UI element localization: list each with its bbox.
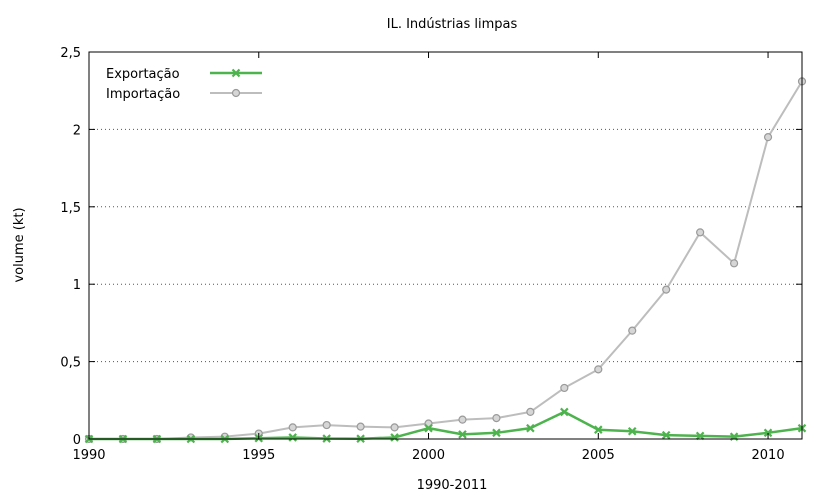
- data-point-importacao: [628, 326, 637, 335]
- data-point-importacao: [288, 423, 297, 432]
- data-point-exportacao: [492, 428, 501, 438]
- series-line-importacao: [89, 80, 803, 440]
- data-point-importacao: [594, 365, 603, 374]
- x-tick-label: 2005: [582, 448, 615, 463]
- data-point-exportacao: [458, 430, 467, 439]
- data-point-importacao: [662, 285, 671, 294]
- data-point-exportacao: [695, 431, 705, 441]
- data-point-exportacao: [390, 433, 399, 442]
- data-point-exportacao: [594, 425, 603, 434]
- series-exportacao: [84, 407, 807, 444]
- data-point-importacao: [492, 414, 501, 423]
- data-point-exportacao: [763, 428, 773, 438]
- legend: Exportação Importação: [106, 67, 262, 102]
- y-tick-label: 0,5: [60, 356, 81, 371]
- data-point-importacao: [458, 415, 467, 424]
- y-tick-label: 2,5: [60, 46, 81, 61]
- data-point-exportacao: [288, 433, 297, 442]
- legend-label: Importação: [106, 87, 180, 102]
- series-line-exportacao: [89, 410, 803, 441]
- y-tick-label: 0: [73, 433, 81, 448]
- data-point-importacao: [322, 420, 331, 430]
- data-point-importacao: [356, 422, 365, 431]
- data-point-importacao: [696, 228, 705, 237]
- y-tick-label: 1: [73, 278, 81, 293]
- x-axis-label: 1990-2011: [417, 478, 488, 493]
- grid: [89, 128, 802, 363]
- x-tick-label: 1995: [242, 448, 275, 463]
- data-point-exportacao: [560, 407, 569, 417]
- data-point-importacao: [763, 133, 773, 142]
- data-point-exportacao: [661, 430, 671, 440]
- series-importacao: [84, 77, 807, 444]
- x-tick-label: 1990: [72, 448, 105, 463]
- legend-item-importacao: Importação: [106, 87, 262, 102]
- data-point-exportacao: [424, 423, 433, 433]
- data-point-importacao: [526, 407, 535, 417]
- data-point-exportacao: [526, 423, 535, 433]
- y-tick-label: 2: [73, 123, 81, 138]
- x-tick-label: 2010: [752, 448, 785, 463]
- chart-title: IL. Indústrias limpas: [387, 17, 518, 32]
- data-point-importacao: [560, 383, 569, 393]
- data-point-importacao: [390, 423, 399, 432]
- legend-marker: [231, 68, 241, 78]
- legend-marker: [231, 88, 241, 98]
- data-point-exportacao: [627, 426, 637, 436]
- plot-frame: [88, 51, 803, 440]
- x-tick-label: 2000: [412, 448, 445, 463]
- y-axis-label: volume (kt): [12, 207, 27, 282]
- y-tick-label: 1,5: [60, 201, 81, 216]
- axis-ticks: 0 0,5 1 1,5 2 2,5 1990 1995 2000 2005 2010: [60, 46, 802, 463]
- legend-item-exportacao: Exportação: [106, 67, 262, 82]
- legend-label: Exportação: [106, 67, 180, 82]
- series-layer: [84, 77, 807, 444]
- data-point-importacao: [729, 259, 739, 268]
